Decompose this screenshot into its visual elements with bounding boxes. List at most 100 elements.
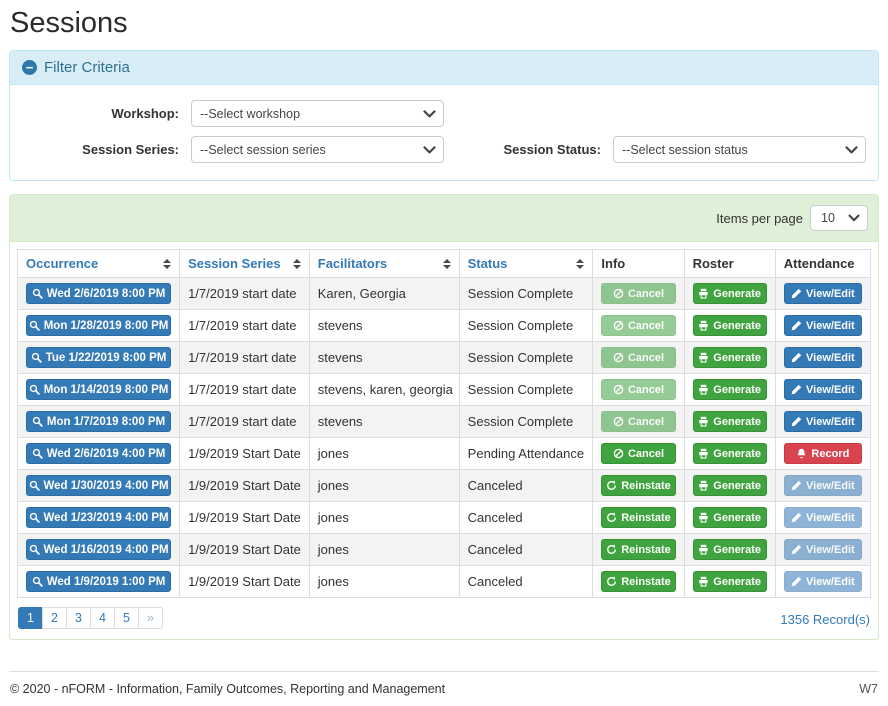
info-action-button-cell: Cancel (592, 373, 685, 406)
attendance-action-button[interactable]: View/Edit (783, 347, 862, 368)
roster-action-button-cell: Generate (683, 373, 776, 406)
info-action-button[interactable]: Cancel (601, 411, 676, 432)
printer-icon (698, 576, 709, 587)
occurrence-button[interactable]: Wed 2/6/2019 8:00 PM (26, 283, 172, 304)
column-label: Info (601, 256, 626, 271)
attendance-action-button[interactable]: View/Edit (783, 411, 862, 432)
pagination-page-2[interactable]: 2 (42, 607, 67, 629)
reinstate-icon (606, 544, 617, 555)
info-action-button[interactable]: Cancel (601, 315, 676, 336)
button-label: Cancel (627, 287, 665, 300)
info-action-button-cell: Reinstate (592, 565, 685, 598)
facilitators-cell: Karen, Georgia (308, 277, 460, 310)
button-label: Wed 2/6/2019 4:00 PM (46, 447, 166, 460)
roster-action-button[interactable]: Generate (692, 347, 767, 368)
button-label: View/Edit (806, 479, 855, 492)
pagination-page-3[interactable]: 3 (66, 607, 91, 629)
info-action-button[interactable]: Cancel (601, 443, 676, 464)
status-cell: Session Complete (458, 405, 594, 438)
status-cell: Session Complete (458, 309, 594, 342)
roster-action-button[interactable]: Generate (692, 539, 767, 560)
pencil-icon (791, 384, 802, 395)
printer-icon (698, 448, 709, 459)
facilitators-cell: stevens, karen, georgia (308, 373, 460, 406)
session-series-cell: 1/7/2019 start date (179, 341, 310, 374)
attendance-action-button[interactable]: View/Edit (783, 475, 862, 496)
column-header-facilitators[interactable]: Facilitators (308, 249, 460, 278)
roster-action-button[interactable]: Generate (692, 507, 767, 528)
info-action-button[interactable]: Cancel (601, 379, 676, 400)
roster-action-button[interactable]: Generate (692, 571, 767, 592)
attendance-action-button[interactable]: View/Edit (783, 379, 862, 400)
occurrence-button[interactable]: Mon 1/7/2019 8:00 PM (26, 411, 172, 432)
printer-icon (698, 352, 709, 363)
occurrence-button[interactable]: Wed 1/23/2019 4:00 PM (26, 507, 172, 528)
occurrence-button[interactable]: Mon 1/14/2019 8:00 PM (26, 379, 172, 400)
table-header-row: Occurrence Session Series Facilitators Stat… (16, 249, 872, 278)
roster-action-button[interactable]: Generate (692, 379, 767, 400)
sessions-panel-body: Occurrence Session Series Facilitators Stat… (10, 242, 878, 639)
info-action-button[interactable]: Reinstate (601, 475, 676, 496)
facilitators-cell: stevens (308, 405, 460, 438)
roster-action-button[interactable]: Generate (692, 315, 767, 336)
info-action-button[interactable]: Cancel (601, 347, 676, 368)
roster-action-button[interactable]: Generate (692, 411, 767, 432)
button-label: View/Edit (806, 351, 855, 364)
table-row: Tue 1/22/2019 8:00 PM 1/7/2019 start date… (16, 341, 872, 374)
pencil-icon (791, 416, 802, 427)
attendance-action-button[interactable]: Record (783, 443, 862, 464)
collapse-minus-icon[interactable]: − (22, 60, 37, 75)
info-action-button-cell: Cancel (592, 341, 685, 374)
attendance-action-button[interactable]: View/Edit (783, 539, 862, 560)
session-status-select[interactable]: --Select session status (613, 136, 866, 163)
table-row: Mon 1/14/2019 8:00 PM 1/7/2019 start date… (16, 373, 872, 406)
workshop-select[interactable]: --Select workshop (191, 100, 444, 127)
filter-criteria-header[interactable]: − Filter Criteria (10, 51, 878, 85)
occurrence-button[interactable]: Wed 1/30/2019 4:00 PM (26, 475, 172, 496)
info-action-button[interactable]: Reinstate (601, 539, 676, 560)
pencil-icon (791, 544, 802, 555)
pencil-icon (791, 288, 802, 299)
bell-icon (796, 448, 807, 459)
attendance-action-button[interactable]: View/Edit (783, 571, 862, 592)
session-series-select[interactable]: --Select session series (191, 136, 444, 163)
attendance-action-button[interactable]: View/Edit (783, 283, 862, 304)
attendance-action-button-cell: View/Edit (774, 565, 872, 598)
search-icon (29, 544, 40, 555)
printer-icon (698, 288, 709, 299)
roster-action-button[interactable]: Generate (692, 283, 767, 304)
session-series-cell: 1/7/2019 start date (179, 405, 310, 438)
column-header-occurrence[interactable]: Occurrence (16, 249, 181, 278)
printer-icon (698, 320, 709, 331)
pagination-next[interactable]: » (138, 607, 163, 629)
search-icon (32, 576, 43, 587)
occurrence-button[interactable]: Wed 1/9/2019 1:00 PM (26, 571, 172, 592)
attendance-action-button-cell: View/Edit (774, 533, 872, 566)
attendance-action-button-cell: View/Edit (774, 469, 872, 502)
button-label: Generate (713, 543, 761, 556)
attendance-action-button[interactable]: View/Edit (783, 507, 862, 528)
pagination-page-1[interactable]: 1 (18, 607, 43, 629)
occurrence-button[interactable]: Mon 1/28/2019 8:00 PM (26, 315, 172, 336)
items-per-page-select[interactable]: 10 (810, 205, 868, 231)
occurrence-button[interactable]: Tue 1/22/2019 8:00 PM (26, 347, 172, 368)
roster-action-button[interactable]: Generate (692, 443, 767, 464)
pagination-page-5[interactable]: 5 (114, 607, 139, 629)
column-header-session-series[interactable]: Session Series (179, 249, 310, 278)
occurrence-button[interactable]: Wed 1/16/2019 4:00 PM (26, 539, 172, 560)
roster-action-button[interactable]: Generate (692, 475, 767, 496)
occurrence-cell: Tue 1/22/2019 8:00 PM (16, 341, 181, 374)
button-label: View/Edit (806, 287, 855, 300)
search-icon (32, 416, 43, 427)
attendance-action-button-cell: View/Edit (774, 501, 872, 534)
occurrence-button[interactable]: Wed 2/6/2019 4:00 PM (26, 443, 172, 464)
search-icon (31, 352, 42, 363)
info-action-button[interactable]: Reinstate (601, 571, 676, 592)
copyright-text: © 2020 - nFORM - Information, Family Out… (10, 682, 446, 696)
pagination-page-4[interactable]: 4 (90, 607, 115, 629)
column-header-status[interactable]: Status (458, 249, 594, 278)
attendance-action-button[interactable]: View/Edit (783, 315, 862, 336)
info-action-button[interactable]: Cancel (601, 283, 676, 304)
info-action-button[interactable]: Reinstate (601, 507, 676, 528)
session-series-cell: 1/7/2019 start date (179, 277, 310, 310)
